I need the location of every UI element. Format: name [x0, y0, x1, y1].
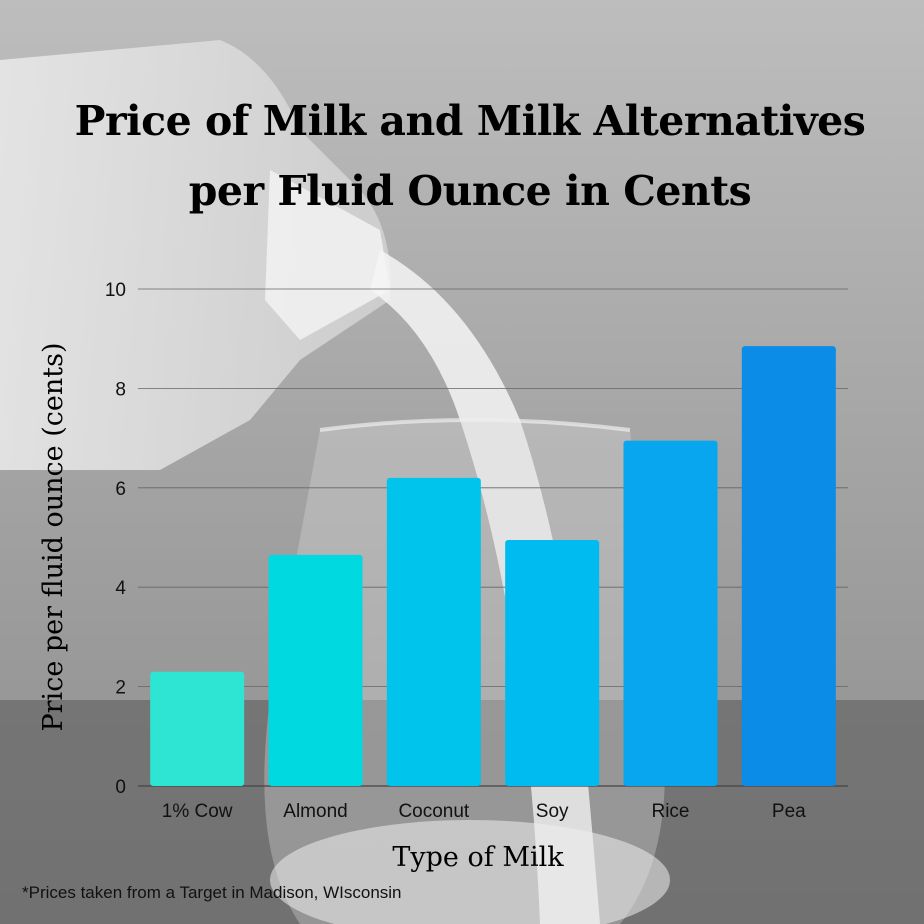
y-axis-label: Price per fluid ounce (cents)	[38, 342, 69, 731]
y-tick-label: 6	[115, 479, 126, 500]
x-tick-label: Rice	[651, 801, 689, 822]
footnote: *Prices taken from a Target in Madison, …	[22, 883, 402, 902]
y-tick-label: 10	[105, 280, 126, 301]
chart-title: Price of Milk and Milk Alternatives per …	[75, 97, 866, 215]
bar-1-cow	[150, 671, 245, 786]
x-tick-label: Almond	[283, 801, 347, 822]
bar-pea	[741, 346, 836, 786]
chart-title-line-2: per Fluid Ounce in Cents	[189, 167, 752, 215]
x-tick-label: Soy	[536, 801, 569, 822]
y-axis-ticks: 0 2 4 6 8 10	[105, 280, 127, 798]
x-tick-label: Pea	[772, 801, 806, 822]
bars	[150, 346, 836, 786]
bar-soy	[505, 539, 600, 786]
y-tick-label: 2	[115, 678, 126, 699]
x-tick-label: Coconut	[398, 801, 469, 822]
bar-almond	[268, 554, 363, 786]
bar-rice	[623, 440, 718, 786]
x-axis-ticks: 1% Cow Almond Coconut Soy Rice Pea	[162, 801, 806, 822]
chart-title-line-1: Price of Milk and Milk Alternatives	[75, 97, 866, 145]
y-tick-label: 8	[115, 379, 126, 400]
gridlines	[138, 288, 848, 787]
y-tick-label: 0	[115, 777, 126, 798]
y-tick-label: 4	[115, 578, 126, 599]
bar-coconut	[386, 477, 481, 786]
x-axis-label: Type of Milk	[392, 842, 564, 873]
x-tick-label: 1% Cow	[162, 801, 233, 822]
